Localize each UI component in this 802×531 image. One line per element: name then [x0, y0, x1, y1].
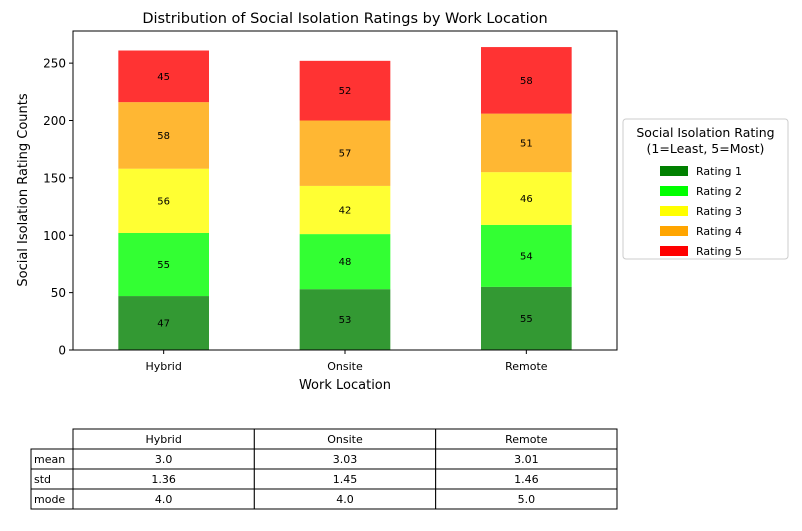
bar-value-label: 51 — [520, 138, 533, 149]
bar-hybrid-rating-1 — [118, 296, 209, 350]
legend-swatch-rating-4 — [660, 226, 688, 236]
table-cell-value: 1.36 — [151, 473, 176, 486]
legend-swatch-rating-1 — [660, 166, 688, 176]
legend-title: (1=Least, 5=Most) — [647, 141, 765, 156]
table-cell-value: 4.0 — [336, 493, 354, 506]
bar-remote-rating-1 — [481, 286, 572, 350]
legend-label: Rating 4 — [696, 225, 742, 238]
legend-label: Rating 2 — [696, 185, 742, 198]
bar-value-label: 42 — [339, 206, 352, 217]
table-cell-value: 5.0 — [518, 493, 536, 506]
table-cell-value: 3.0 — [155, 453, 173, 466]
table-cell-value: 3.03 — [333, 453, 358, 466]
bar-value-label: 57 — [339, 149, 352, 160]
bar-value-label: 47 — [157, 319, 170, 330]
y-tick-label: 100 — [43, 229, 66, 243]
legend-swatch-rating-3 — [660, 206, 688, 216]
x-axis-label: Work Location — [299, 378, 391, 393]
bar-value-label: 48 — [339, 257, 352, 268]
table-column-header: Hybrid — [146, 433, 182, 446]
legend-title: Social Isolation Rating — [636, 125, 774, 140]
bar-hybrid-rating-4 — [118, 102, 209, 169]
table-cell — [435, 488, 618, 510]
bar-value-label: 58 — [157, 131, 170, 142]
table-row-label: mode — [34, 493, 65, 506]
table-row-label: mean — [34, 453, 65, 466]
table-cell-value: 1.46 — [514, 473, 539, 486]
legend-frame — [622, 118, 789, 260]
bar-onsite-rating-1 — [299, 289, 391, 350]
bar-onsite-rating-4 — [299, 120, 391, 186]
bar-value-label: 45 — [157, 72, 170, 83]
bar-value-label: 53 — [339, 315, 352, 326]
legend: Social Isolation Rating(1=Least, 5=Most)… — [622, 118, 789, 260]
y-tick-label: 200 — [43, 114, 66, 128]
y-tick-label: 150 — [43, 171, 66, 185]
bar-hybrid-rating-3 — [118, 168, 209, 233]
bar-remote-rating-2 — [481, 224, 572, 287]
bar-hybrid-rating-5 — [118, 50, 209, 103]
bar-value-label: 54 — [520, 251, 533, 262]
table-column-header: Remote — [505, 433, 548, 446]
y-tick-label: 0 — [58, 344, 66, 358]
bar-value-label: 58 — [520, 76, 533, 87]
legend-swatch-rating-5 — [660, 246, 688, 256]
bar-value-label: 56 — [157, 196, 170, 207]
y-tick-label: 250 — [43, 57, 66, 71]
legend-swatch-rating-2 — [660, 186, 688, 196]
chart-title: Distribution of Social Isolation Ratings… — [142, 11, 547, 27]
bar-onsite-rating-3 — [299, 185, 391, 235]
legend-label: Rating 3 — [696, 205, 742, 218]
bar-remote-rating-5 — [481, 47, 572, 114]
x-tick-label: Hybrid — [146, 360, 182, 373]
bar-remote-rating-3 — [481, 172, 572, 225]
stats-table: Hybrid Onsite Remote mean 3.0 3.03 3.01 std 1.36… — [30, 428, 618, 510]
y-tick-label: 50 — [51, 286, 66, 300]
table-cell-value: 4.0 — [155, 493, 173, 506]
x-axis: Hybrid Onsite Remote — [146, 350, 548, 373]
y-axis: 0 50 100 150 200 250 — [43, 57, 73, 358]
table-cell-value: 1.45 — [333, 473, 358, 486]
bar-onsite-rating-2 — [299, 234, 391, 290]
bar-remote-rating-4 — [481, 113, 572, 173]
table-cell-value: 3.01 — [514, 453, 539, 466]
table-column-header: Onsite — [327, 433, 363, 446]
bar-group: 47 55 56 58 45 53 48 42 57 52 55 54 46 51 58 — [118, 47, 572, 350]
table-row-label: std — [34, 473, 51, 486]
bar-value-label: 46 — [520, 194, 533, 205]
legend-label: Rating 5 — [696, 245, 742, 258]
x-tick-label: Onsite — [327, 360, 363, 373]
bar-onsite-rating-5 — [299, 60, 391, 121]
y-axis-label: Social Isolation Rating Counts — [16, 93, 31, 287]
bar-value-label: 55 — [157, 260, 170, 271]
bar-value-label: 55 — [520, 314, 533, 325]
bar-value-label: 52 — [339, 86, 352, 97]
bar-hybrid-rating-2 — [118, 232, 209, 297]
x-tick-label: Remote — [505, 360, 548, 373]
legend-label: Rating 1 — [696, 165, 742, 178]
